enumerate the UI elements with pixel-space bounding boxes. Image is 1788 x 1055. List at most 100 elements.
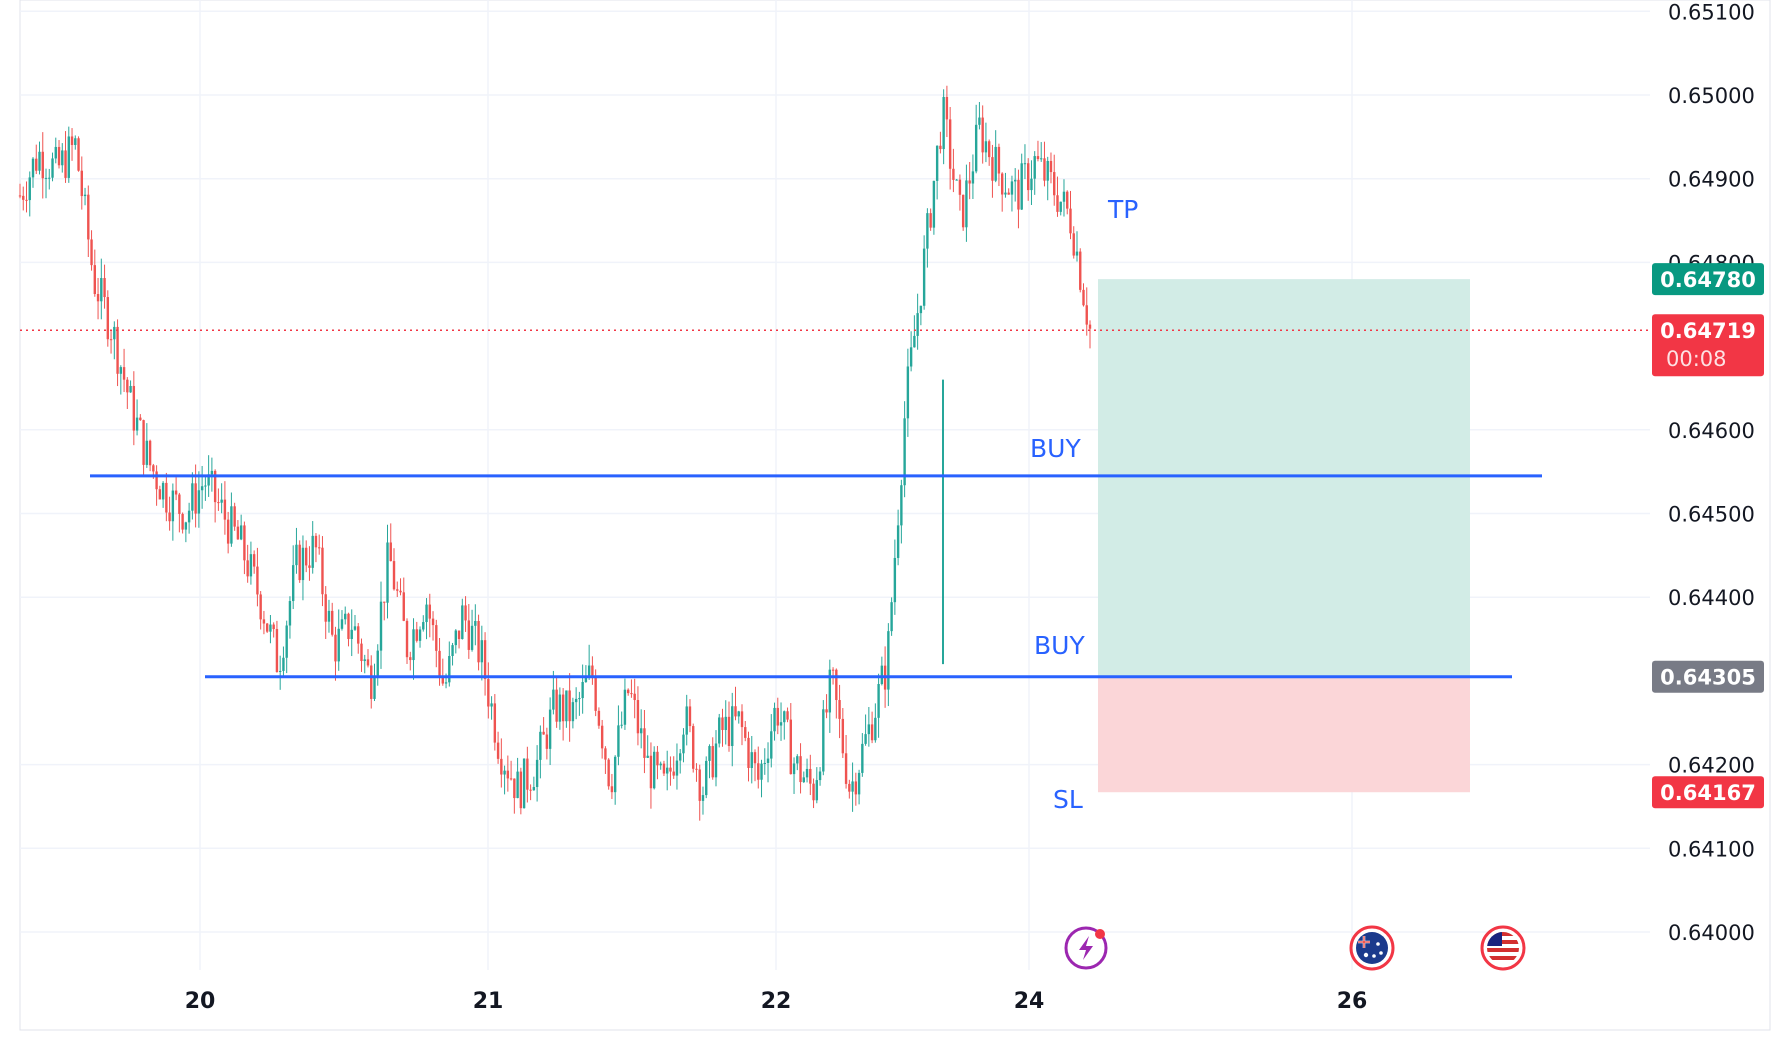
candle-body (568, 690, 571, 722)
candle-body (324, 594, 327, 622)
candle-body (61, 150, 64, 166)
sl-annotation: SL (1053, 785, 1083, 814)
candle-body (1049, 160, 1053, 173)
candle-body (991, 157, 994, 181)
candle-body (718, 717, 721, 744)
candle-body (308, 565, 311, 568)
loss-zone[interactable] (1098, 676, 1470, 793)
candle-body (152, 465, 155, 472)
candle-body (1036, 156, 1040, 160)
candle-body (503, 770, 506, 775)
candle-body (431, 618, 435, 626)
candle-countdown: 00:08 (1666, 347, 1727, 371)
candle-body (591, 665, 594, 677)
entry-price-tag[interactable]: 0.64305 (1652, 660, 1764, 693)
candle-body (724, 716, 727, 731)
candle-body (217, 502, 220, 504)
candle-body (38, 151, 41, 171)
candle-body (786, 711, 789, 720)
candle-body (506, 770, 510, 779)
candle-body (298, 544, 301, 581)
candle-body (656, 751, 659, 766)
x-tick-21: 21 (473, 989, 504, 1014)
candle-body (731, 706, 734, 747)
candle-body (610, 786, 614, 793)
candle-body (574, 698, 578, 703)
candle-body (662, 763, 666, 774)
candle-body (28, 177, 31, 201)
usa-flag-icon[interactable] (1480, 925, 1526, 971)
candle-body (714, 743, 718, 778)
current-price-tag[interactable]: 0.64719 00:08 (1652, 314, 1764, 377)
candle-body (441, 676, 444, 684)
candle-body (587, 665, 591, 678)
candle-body (337, 628, 340, 662)
candle-body (331, 610, 334, 635)
candle-body (857, 772, 861, 795)
candle-body (269, 624, 272, 632)
candle-body (363, 659, 366, 662)
candle-body (555, 689, 558, 722)
candle-body (522, 758, 526, 809)
candle-body (734, 706, 737, 717)
candle-body (44, 177, 48, 179)
candle-body (145, 440, 149, 465)
candle-body (666, 767, 669, 774)
candle-body (604, 748, 607, 760)
candle-body (194, 483, 197, 514)
candle-body (779, 722, 783, 726)
buy-annotation-lower: BUY (1034, 631, 1085, 660)
candle-body (1020, 163, 1023, 210)
candle-body (799, 756, 802, 783)
candle-body (630, 693, 633, 695)
candle-body (675, 760, 679, 776)
candle-body (854, 781, 858, 795)
lightning-event-icon[interactable] (1064, 926, 1108, 970)
candle-body (181, 513, 184, 530)
candle-body (1023, 163, 1027, 165)
tp-price-tag[interactable]: 0.64780 (1652, 263, 1764, 296)
candle-body (80, 170, 83, 197)
candle-body (760, 763, 763, 780)
candle-body (851, 781, 854, 792)
candle-body (500, 758, 503, 775)
y-tick-label: 0.64400 (1668, 586, 1755, 610)
candle-body (652, 751, 656, 789)
candle-body (984, 141, 988, 153)
candle-body (207, 474, 210, 486)
chart-frame (19, 0, 1771, 1031)
candle-body (698, 769, 701, 801)
profit-zone[interactable] (1098, 279, 1470, 677)
candle-body (213, 470, 217, 503)
australia-flag-icon[interactable] (1349, 925, 1395, 971)
candle-body (526, 758, 529, 790)
candle-body (350, 629, 353, 639)
candle-body (422, 622, 425, 630)
candle-body (496, 742, 500, 759)
candle-body (1040, 158, 1043, 160)
candle-body (594, 676, 597, 711)
candle-body (721, 717, 724, 731)
candle-body (636, 700, 640, 734)
time-axis[interactable]: 20 21 22 24 26 (185, 989, 1368, 1014)
candle-body (171, 490, 175, 522)
candle-body (617, 725, 620, 757)
candle-body (623, 689, 627, 725)
candle-body (18, 195, 22, 197)
candle-body (783, 711, 786, 723)
candle-body (295, 544, 298, 566)
candle-body (305, 547, 308, 566)
candle-body (275, 629, 279, 673)
candle-body (230, 506, 233, 544)
candle-body (1053, 172, 1056, 196)
candle-body (841, 718, 845, 754)
candle-body (565, 690, 568, 722)
candle-body (578, 698, 581, 700)
price-axis[interactable]: 0.651000.650000.649000.648000.646000.645… (1668, 0, 1755, 945)
sl-price-tag[interactable]: 0.64167 (1652, 776, 1764, 809)
candle-body (483, 640, 487, 680)
vertical-gridlines (199, 0, 1353, 970)
candle-body (874, 717, 877, 741)
candle-body (958, 179, 962, 195)
